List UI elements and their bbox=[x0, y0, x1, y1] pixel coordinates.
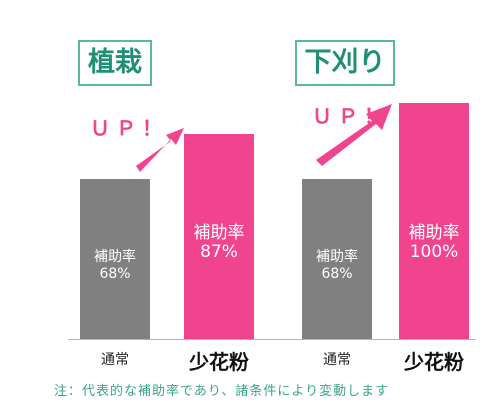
x-tick-label-planting-low-pollen: 少花粉 bbox=[189, 350, 249, 374]
x-axis-line bbox=[68, 339, 476, 340]
x-tick-label-planting-normal: 通常 bbox=[101, 352, 129, 368]
data-label-name: 補助率 bbox=[193, 223, 245, 243]
footnote: 注：代表的な補助率であり、諸条件により変動します bbox=[54, 384, 390, 399]
bar-weeding-low-pollen: 補助率 100% bbox=[399, 103, 469, 339]
data-label-value: 68% bbox=[321, 266, 353, 282]
data-label-name: 補助率 bbox=[94, 249, 136, 265]
bar-planting-low-pollen: 補助率 87% bbox=[184, 134, 254, 339]
data-label: 補助率 87% bbox=[184, 224, 254, 262]
x-tick-label-weeding-normal: 通常 bbox=[323, 352, 351, 368]
x-tick-label-weeding-low-pollen: 少花粉 bbox=[404, 350, 464, 374]
up-label-planting: ＵＰ！ bbox=[90, 116, 168, 140]
data-label-name: 補助率 bbox=[316, 249, 358, 265]
up-arrow-icon bbox=[316, 104, 392, 166]
data-label-value: 68% bbox=[99, 266, 131, 282]
data-label-value: 100% bbox=[409, 242, 459, 262]
data-label: 補助率 100% bbox=[399, 224, 469, 262]
data-label-name: 補助率 bbox=[408, 223, 460, 243]
up-arrow-icon bbox=[136, 128, 184, 172]
data-label: 補助率 68% bbox=[302, 249, 372, 283]
group-title-planting: 植栽 bbox=[78, 40, 152, 86]
bar-planting-normal: 補助率 68% bbox=[80, 179, 150, 339]
data-label: 補助率 68% bbox=[80, 249, 150, 283]
data-label-value: 87% bbox=[200, 242, 238, 262]
group-title-weeding: 下刈り bbox=[295, 40, 395, 86]
bar-weeding-normal: 補助率 68% bbox=[302, 179, 372, 339]
